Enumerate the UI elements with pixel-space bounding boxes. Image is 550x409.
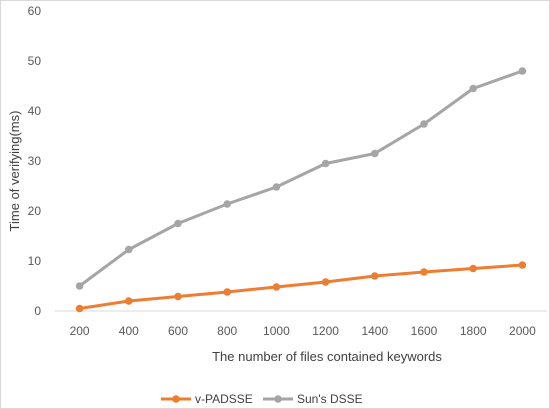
x-tick-label: 1400 <box>361 324 388 338</box>
data-point <box>223 200 231 208</box>
data-point <box>321 278 330 286</box>
series-line <box>78 69 523 288</box>
y-tick-label: 60 <box>28 4 42 18</box>
data-point <box>174 219 182 228</box>
legend-label: v-PADSSE <box>195 392 253 406</box>
data-point <box>420 120 428 128</box>
x-tick-label: 800 <box>217 324 237 338</box>
legend-marker <box>274 395 282 403</box>
data-point <box>420 268 428 276</box>
y-tick-label: 30 <box>28 154 42 168</box>
x-tick-label: 600 <box>168 324 188 338</box>
y-tick-labels: 0 10 20 30 40 50 60 <box>28 4 42 318</box>
legend: v-PADSSE Sun's DSSE <box>161 392 363 406</box>
data-point <box>469 84 478 93</box>
x-tick-label: 1200 <box>312 324 339 338</box>
x-tick-label: 1000 <box>263 324 290 338</box>
x-tick-label: 400 <box>119 324 139 338</box>
y-tick-label: 40 <box>28 104 42 118</box>
data-point <box>321 159 330 168</box>
data-point <box>125 297 133 305</box>
y-tick-label: 10 <box>28 254 42 268</box>
data-point <box>223 288 231 296</box>
series-sun-s-dsse <box>75 67 527 290</box>
data-point <box>518 261 527 269</box>
y-tick-label: 50 <box>28 54 42 68</box>
data-point <box>272 283 281 291</box>
data-point <box>371 272 379 280</box>
series-line <box>79 263 523 310</box>
data-point <box>75 282 84 290</box>
data-point <box>272 183 281 191</box>
y-tick-label: 0 <box>34 304 41 318</box>
y-axis-title: Time of verifying(ms) <box>7 111 22 232</box>
data-point <box>371 149 379 158</box>
legend-label: Sun's DSSE <box>297 392 363 406</box>
data-point <box>75 304 84 313</box>
data-point <box>469 264 478 273</box>
x-tick-labels: 200 400 600 800 1000 1200 1400 1600 1800 2000 <box>70 324 536 338</box>
data-point <box>125 245 133 254</box>
y-tick-label: 20 <box>28 204 42 218</box>
series-layer <box>75 67 527 313</box>
x-tick-label: 1800 <box>460 324 487 338</box>
series-v-padsse <box>75 261 527 313</box>
data-point <box>518 67 527 75</box>
legend-marker <box>172 395 180 403</box>
x-tick-label: 200 <box>70 324 90 338</box>
x-tick-label: 1600 <box>411 324 438 338</box>
x-tick-label: 2000 <box>509 324 536 338</box>
data-point <box>174 292 182 301</box>
x-axis-title: The number of files contained keywords <box>212 349 442 364</box>
